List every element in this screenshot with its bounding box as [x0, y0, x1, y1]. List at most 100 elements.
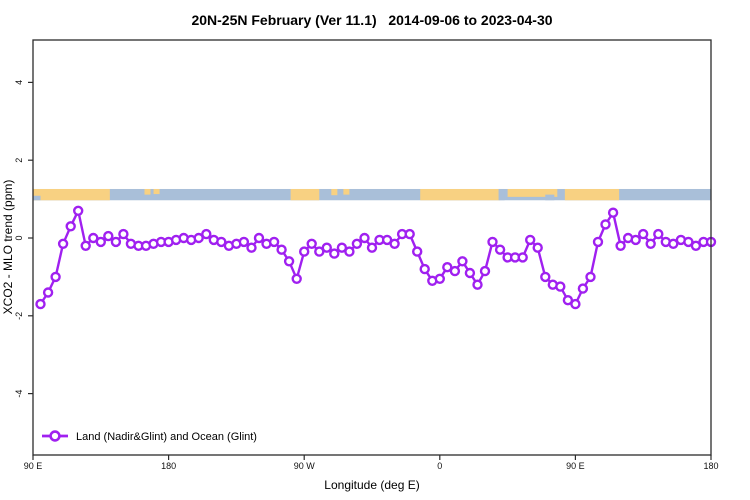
- chart-title: 20N-25N February (Ver 11.1) 2014-09-06 t…: [191, 12, 552, 28]
- data-point: [540, 271, 551, 283]
- data-point: [246, 242, 257, 253]
- data-point: [570, 298, 581, 310]
- data-point: [238, 236, 250, 248]
- x-tick-label: 90 E: [24, 461, 43, 471]
- data-point: [336, 242, 348, 253]
- data-point: [283, 256, 295, 267]
- data-series: [35, 205, 717, 310]
- y-axis-ticks: -4 -2 0 2 4: [14, 80, 33, 398]
- data-point: [404, 228, 415, 240]
- data-point: [321, 242, 332, 253]
- data-point: [457, 256, 468, 267]
- data-point: [562, 295, 574, 306]
- data-point: [314, 246, 325, 257]
- legend-label: Land (Nadir&Glint) and Ocean (Glint): [76, 431, 257, 443]
- data-point: [615, 240, 626, 252]
- ocean-notch: [545, 194, 555, 201]
- data-point: [419, 263, 430, 275]
- ocean-notch: [33, 195, 41, 201]
- data-point: [555, 281, 566, 292]
- data-point: [577, 283, 589, 294]
- data-point: [381, 234, 393, 246]
- land-segment: [331, 188, 338, 196]
- data-point: [645, 238, 656, 250]
- data-point: [585, 271, 596, 283]
- data-point: [65, 221, 76, 232]
- data-point: [193, 232, 204, 244]
- data-point: [600, 219, 611, 230]
- land-segment: [564, 188, 620, 201]
- data-point: [253, 232, 265, 244]
- data-point: [412, 246, 423, 257]
- data-point: [690, 240, 702, 252]
- data-point: [668, 238, 679, 250]
- data-point: [442, 262, 453, 273]
- ocean-strip: [33, 188, 711, 201]
- data-point: [110, 236, 122, 248]
- data-point: [329, 248, 340, 259]
- data-point: [638, 228, 649, 240]
- data-point: [653, 228, 664, 240]
- data-point: [88, 232, 99, 244]
- data-point: [42, 287, 54, 298]
- data-point: [201, 228, 212, 240]
- data-point: [80, 240, 91, 252]
- y-tick-label: 0: [14, 235, 24, 240]
- y-axis-label: XCO2 - MLO trend (ppm): [1, 180, 15, 315]
- x-axis-ticks: 90 E 180 90 W 0 90 E 180: [24, 455, 719, 471]
- data-point: [291, 273, 302, 284]
- y-tick-label: 2: [14, 158, 24, 163]
- data-point: [299, 246, 310, 257]
- data-point: [50, 271, 61, 283]
- plot-border: [32, 39, 712, 456]
- data-point: [276, 244, 287, 255]
- data-point: [216, 236, 227, 248]
- data-point: [525, 234, 536, 246]
- data-point: [344, 246, 355, 257]
- data-point: [359, 232, 370, 244]
- land-segment: [507, 188, 558, 197]
- land-segment: [144, 188, 151, 195]
- data-point: [366, 242, 378, 253]
- x-tick-label: 90 E: [566, 461, 585, 471]
- data-point: [389, 238, 400, 250]
- data-point: [592, 236, 604, 248]
- x-tick-label: 0: [437, 461, 442, 471]
- data-point: [487, 236, 498, 248]
- data-point: [434, 273, 445, 284]
- data-point: [607, 207, 619, 218]
- x-tick-label: 90 W: [294, 461, 316, 471]
- data-point: [479, 265, 491, 277]
- y-tick-label: 4: [14, 80, 24, 85]
- data-point: [351, 238, 363, 250]
- legend: Land (Nadir&Glint) and Ocean (Glint): [42, 430, 257, 443]
- data-point: [472, 279, 483, 290]
- data-point: [494, 244, 506, 255]
- data-point: [464, 267, 476, 279]
- data-point: [532, 242, 543, 253]
- land-ocean-map-band: [33, 188, 711, 201]
- ocean-notch: [498, 188, 505, 201]
- data-point: [449, 265, 461, 277]
- data-point: [268, 236, 280, 248]
- data-point: [517, 252, 528, 263]
- x-tick-label: 180: [703, 461, 718, 471]
- legend-marker-icon: [49, 430, 61, 442]
- land-segment: [343, 188, 350, 195]
- data-point: [57, 238, 69, 250]
- data-point: [630, 234, 641, 246]
- land-segment: [33, 188, 110, 201]
- data-point: [306, 238, 317, 250]
- land-segment: [153, 188, 160, 195]
- data-point: [72, 205, 84, 217]
- land-segment: [420, 188, 501, 201]
- data-point: [35, 298, 46, 310]
- y-tick-label: -4: [14, 390, 24, 398]
- data-point: [95, 236, 107, 248]
- x-tick-label: 180: [161, 461, 176, 471]
- x-axis-label: Longitude (deg E): [324, 478, 419, 492]
- y-tick-label: -2: [14, 312, 24, 320]
- land-segment: [290, 188, 320, 201]
